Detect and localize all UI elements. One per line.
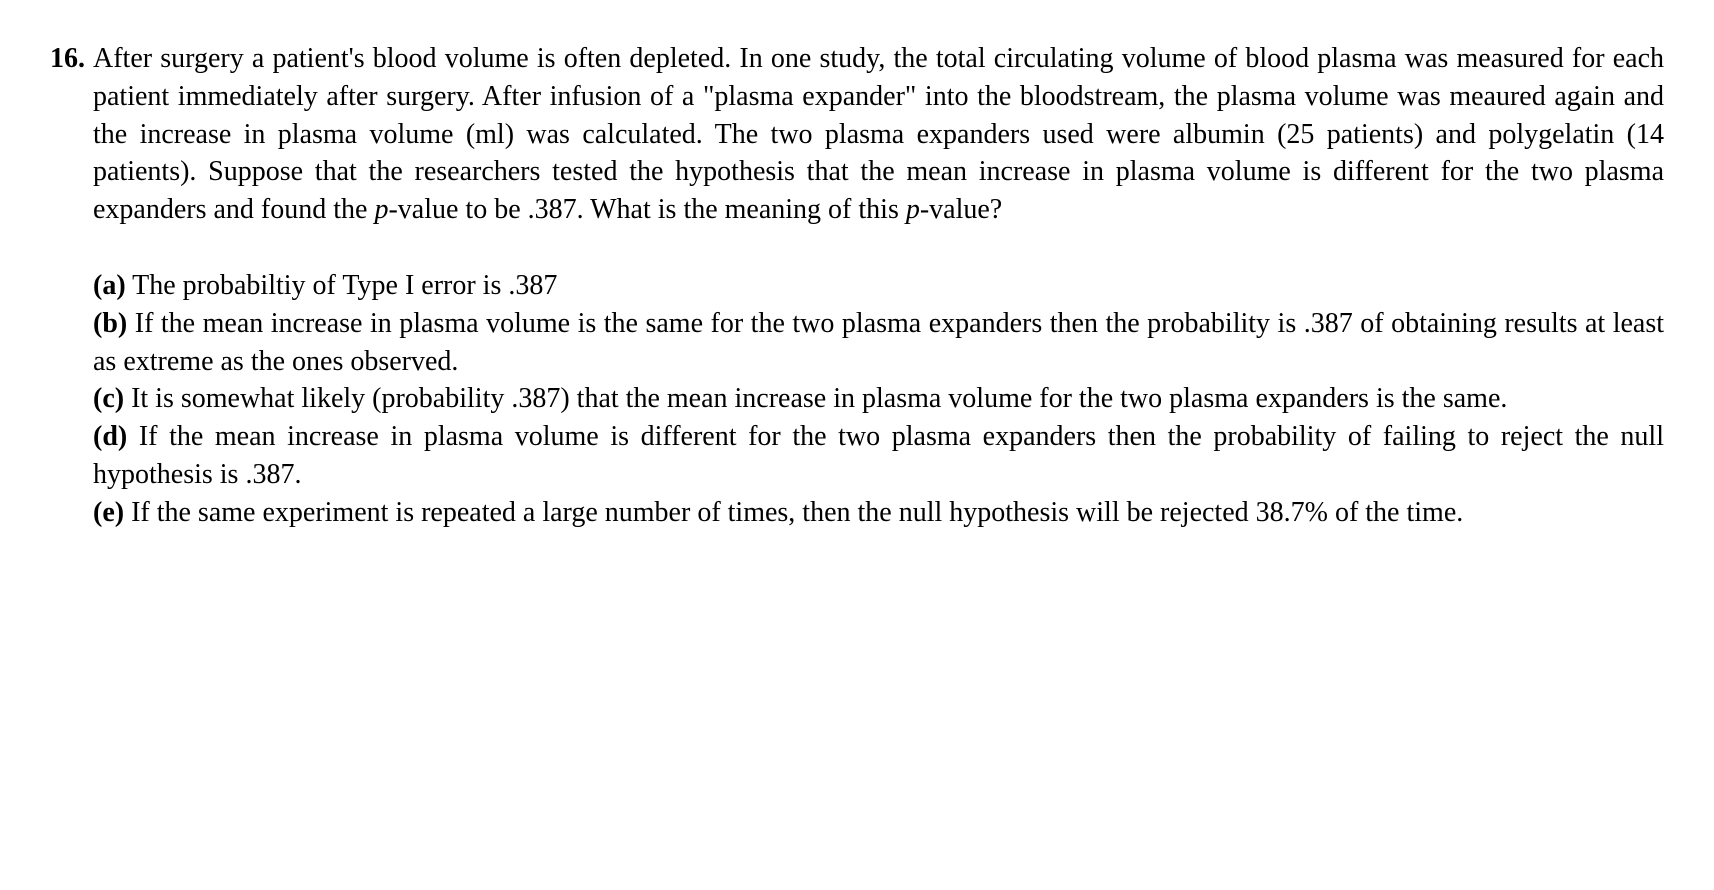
option-a: (a) The probabiltiy of Type I error is .…: [93, 267, 1664, 305]
question-text-part2: -value to be .387. What is the meaning o…: [388, 194, 905, 225]
option-a-text: The probabiltiy of Type I error is .387: [126, 270, 558, 301]
option-e-label: (e): [93, 497, 124, 528]
option-c-label: (c): [93, 383, 124, 414]
option-e-text: If the same experiment is repeated a lar…: [124, 497, 1463, 528]
option-e: (e) If the same experiment is repeated a…: [93, 494, 1664, 532]
option-c-text: It is somewhat likely (probability .387)…: [124, 383, 1507, 414]
option-b: (b) If the mean increase in plasma volum…: [93, 305, 1664, 381]
question-italic1: p: [374, 194, 388, 225]
option-b-text: If the mean increase in plasma volume is…: [93, 308, 1664, 377]
option-d-label: (d): [93, 421, 127, 452]
question-text-part3: -value?: [920, 194, 1002, 225]
option-a-label: (a): [93, 270, 126, 301]
question-container: 16. After surgery a patient's blood volu…: [50, 40, 1664, 532]
option-c: (c) It is somewhat likely (probability .…: [93, 380, 1664, 418]
option-d-text: If the mean increase in plasma volume is…: [93, 421, 1664, 490]
question-body: After surgery a patient's blood volume i…: [93, 40, 1664, 532]
option-b-label: (b): [93, 308, 127, 339]
question-text: After surgery a patient's blood volume i…: [93, 40, 1664, 229]
option-d: (d) If the mean increase in plasma volum…: [93, 418, 1664, 494]
options-list: (a) The probabiltiy of Type I error is .…: [93, 267, 1664, 532]
question-number: 16.: [50, 40, 85, 78]
question-italic2: p: [906, 194, 920, 225]
